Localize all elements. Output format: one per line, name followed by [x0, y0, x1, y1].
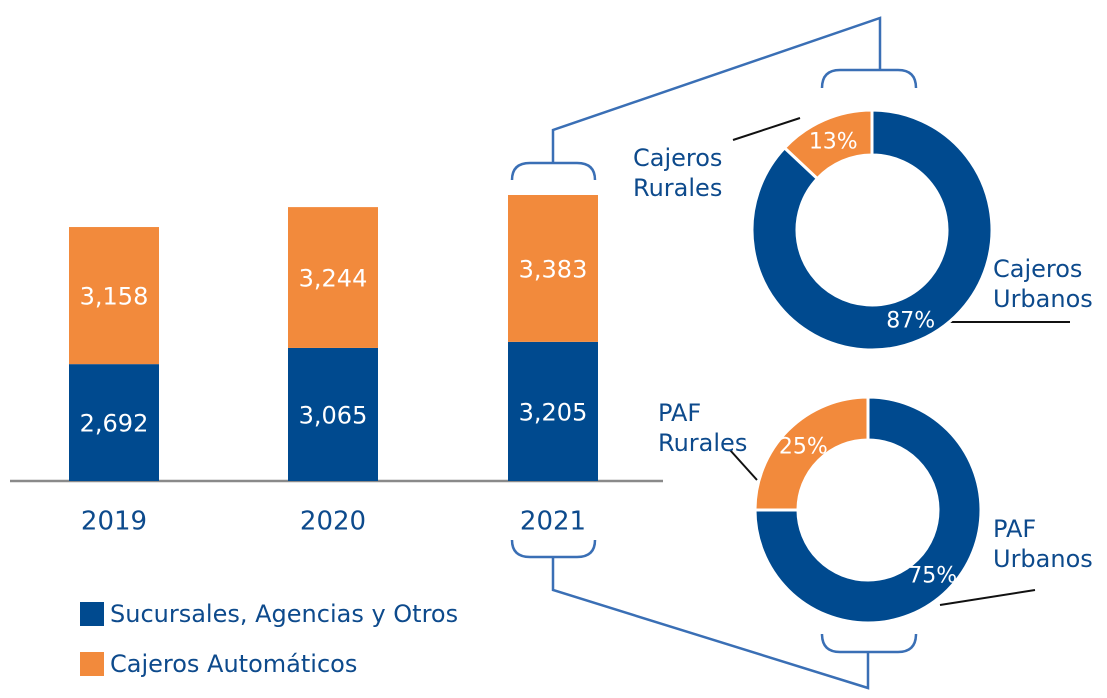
legend-label: Sucursales, Agencias y Otros — [110, 600, 458, 628]
connector-line — [551, 557, 870, 690]
leaders — [729, 117, 1070, 606]
value-label: 13% — [809, 130, 858, 155]
legend-label: Cajeros Automáticos — [110, 650, 357, 678]
bar-segment — [69, 364, 159, 481]
value-label: 25% — [779, 434, 828, 459]
legend-swatch — [80, 602, 104, 626]
leader-line — [732, 117, 801, 141]
bracket — [510, 539, 597, 559]
bar-segment — [69, 227, 159, 365]
bar-segment — [288, 347, 378, 481]
bar-segment — [508, 195, 598, 342]
donut-slice — [753, 395, 983, 625]
leader-line — [729, 449, 758, 481]
donut-slice — [750, 108, 994, 352]
value-label: 3,065 — [299, 401, 368, 429]
value-label: 3,383 — [519, 255, 588, 283]
donut-slice — [753, 395, 870, 512]
slice-label: PAF Urbanos — [993, 515, 1093, 573]
value-label: 2,692 — [80, 410, 149, 438]
value-label: 3,158 — [80, 283, 149, 311]
x-tick-label: 2021 — [520, 507, 586, 537]
slice-label: PAF Rurales — [658, 399, 748, 457]
bracket — [820, 68, 918, 89]
x-tick-label: 2019 — [81, 507, 147, 537]
slice-label: Cajeros Urbanos — [993, 255, 1093, 313]
value-label: 75% — [908, 564, 957, 589]
value-label: 3,205 — [519, 398, 588, 426]
bracket — [820, 633, 918, 654]
connector-line — [551, 16, 882, 163]
leader-line — [939, 589, 1036, 606]
value-label: 87% — [886, 308, 935, 333]
x-tick-label: 2020 — [300, 507, 366, 537]
bar-segment — [288, 207, 378, 348]
bracket — [510, 161, 597, 181]
slice-label: Cajeros Rurales — [633, 144, 723, 202]
connectors — [510, 16, 918, 690]
bar-segment — [508, 341, 598, 481]
legend-swatch — [80, 652, 104, 676]
value-label: 3,244 — [299, 265, 368, 293]
